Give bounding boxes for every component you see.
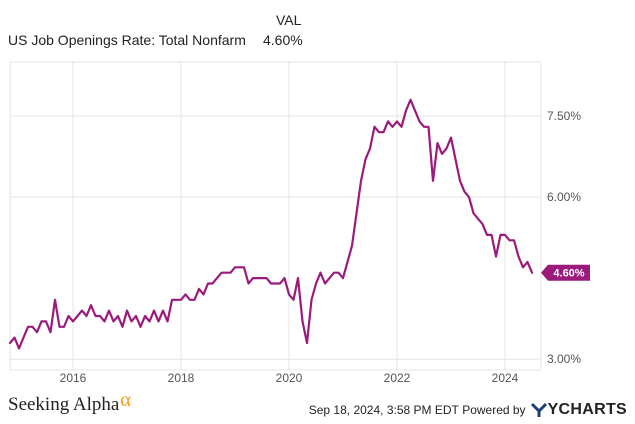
series-group: [8, 98, 534, 350]
y-axis-ticks: 3.00% 6.00% 7.50%: [547, 109, 581, 366]
x-tick-label: 2024: [492, 371, 519, 385]
legend-value-header: VAL: [276, 12, 302, 28]
y-tick-label: 7.50%: [547, 109, 581, 123]
x-tick-label: 2022: [384, 371, 411, 385]
alpha-symbol: α: [120, 389, 131, 411]
timestamp: Sep 18, 2024, 3:58 PM EDT: [308, 403, 459, 417]
x-axis-ticks: 2016 2018 2020 2022 2024: [60, 371, 519, 385]
grid-lines: [9, 61, 542, 371]
ycharts-text: YCHARTS: [547, 401, 627, 418]
legend-series-name: US Job Openings Rate: Total Nonfarm: [8, 32, 246, 48]
seeking-alpha-logo: Seeking Alphaα: [8, 389, 131, 416]
last-value-badge: 4.60%: [541, 264, 590, 281]
y-tick-label: 6.00%: [547, 190, 581, 204]
x-tick-label: 2016: [60, 371, 87, 385]
seeking-alpha-text: Seeking Alpha: [8, 394, 120, 415]
x-tick-label: 2020: [276, 371, 303, 385]
y-tick-label: 3.00%: [547, 352, 581, 366]
plot-frame: [9, 61, 542, 371]
powered-by-label: Powered by: [462, 403, 526, 417]
last-value-label: 4.60%: [553, 268, 584, 280]
footer-attribution: Sep 18, 2024, 3:58 PM EDT Powered by YCH…: [309, 401, 627, 419]
last-value-badge-shape: [541, 264, 590, 281]
ycharts-logo: YCHARTS: [530, 401, 627, 419]
series-line: [8, 98, 534, 350]
x-tick-label: 2018: [168, 371, 195, 385]
ycharts-y-icon: [530, 402, 547, 417]
legend-series-value: 4.60%: [263, 32, 303, 48]
